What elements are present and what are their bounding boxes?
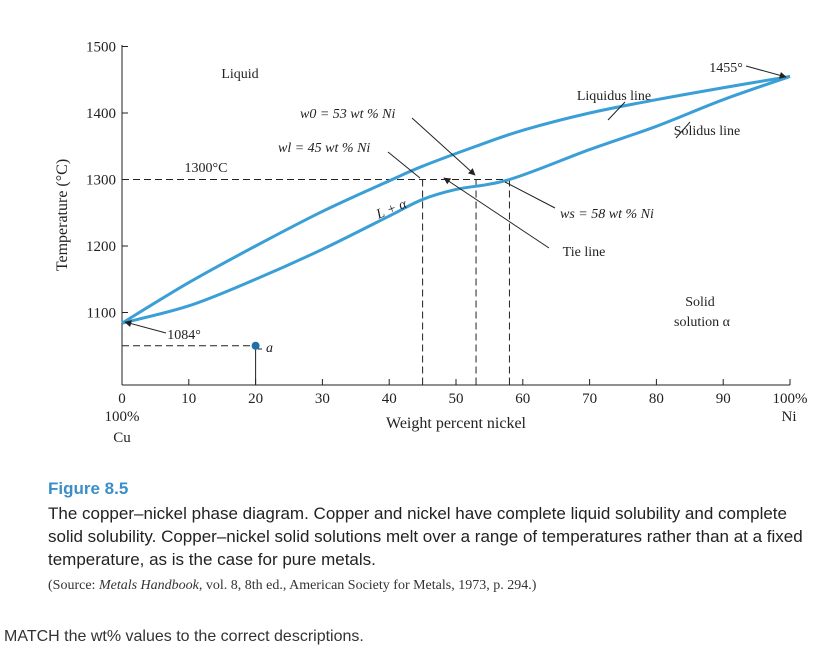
figure-caption: Figure 8.5 The copper–nickel phase diagr…: [48, 478, 818, 596]
y-axis-title: Temperature (°C): [54, 159, 71, 271]
tie-line-leader: [443, 177, 550, 249]
y-tick-label-1200: 1200: [86, 239, 116, 255]
x-tick-label-70: 70: [582, 391, 597, 407]
x-tick-label-40: 40: [382, 391, 397, 407]
x-tick-label-30: 30: [315, 391, 330, 407]
ws-label: ws = 58 wt % Ni: [560, 207, 654, 222]
tie-line-label: Tie line: [563, 245, 606, 260]
wl-label: wl = 45 wt % Ni: [278, 141, 370, 156]
source-rest: vol. 8, 8th ed., American Society for Me…: [202, 578, 537, 593]
figure-label: Figure 8.5: [48, 479, 129, 498]
source-title: Metals Handbook,: [98, 578, 203, 593]
y-tick-label-1400: 1400: [86, 106, 116, 122]
t1455-leader: [745, 65, 787, 79]
t1084-label: 1084°: [167, 328, 201, 343]
wl-leader: [387, 151, 421, 179]
figure-source: (Source: Metals Handbook, vol. 8, 8th ed…: [48, 576, 818, 596]
solid-label: Solid: [685, 295, 715, 310]
ws-leader: [504, 181, 556, 209]
y-tick-label-1100: 1100: [87, 306, 116, 322]
figure-description: The copper–nickel phase diagram. Copper …: [48, 504, 803, 569]
liquidus-line-label: Liquidus line: [577, 89, 651, 104]
source-prefix: (Source:: [48, 578, 99, 593]
x-tick-label-80: 80: [649, 391, 664, 407]
t1300-label: 1300°C: [185, 161, 228, 176]
t1455-label: 1455°: [709, 61, 743, 76]
solidus-curve: [121, 75, 791, 325]
x-end-label-ni: Ni: [782, 409, 797, 425]
solution-alpha-label: solution α: [674, 315, 731, 330]
y-tick-label-1300: 1300: [86, 173, 116, 189]
x-tick-label-50: 50: [449, 391, 464, 407]
x-axis-title: Weight percent nickel: [386, 415, 527, 432]
x-tick-label-10: 10: [181, 391, 196, 407]
question-prompt: MATCH the wt% values to the correct desc…: [4, 628, 364, 645]
x-tick-label-0: 0: [118, 391, 126, 407]
x-tick-label-60: 60: [515, 391, 530, 407]
liquidus-curve: [121, 74, 791, 325]
phase-diagram-chart: 0 10 20 30 40 50 60 70 80 90 100% 1100 1200 1300 1400…: [54, 40, 808, 447]
x-tick-label-100: 100%: [773, 391, 808, 407]
liquid-region-label: Liquid: [221, 67, 258, 82]
x-tick-label-90: 90: [716, 391, 731, 407]
t1084-leader: [124, 320, 167, 334]
w0-label: w0 = 53 wt % Ni: [300, 107, 396, 122]
point-a-marker: [251, 341, 260, 350]
solidus-line-label: Solidus line: [674, 124, 741, 139]
solidus-leader: [675, 121, 691, 139]
point-a-label: a: [266, 341, 273, 356]
x-end-label-cu: Cu: [113, 430, 131, 446]
y-tick-label-1500: 1500: [86, 40, 116, 56]
liquidus-leader: [607, 101, 626, 121]
x-tick-label-20: 20: [248, 391, 263, 407]
l-plus-alpha-label: L + α: [373, 197, 409, 223]
x-end-label-100-cu: 100%: [105, 409, 140, 425]
w0-leader: [411, 117, 476, 176]
